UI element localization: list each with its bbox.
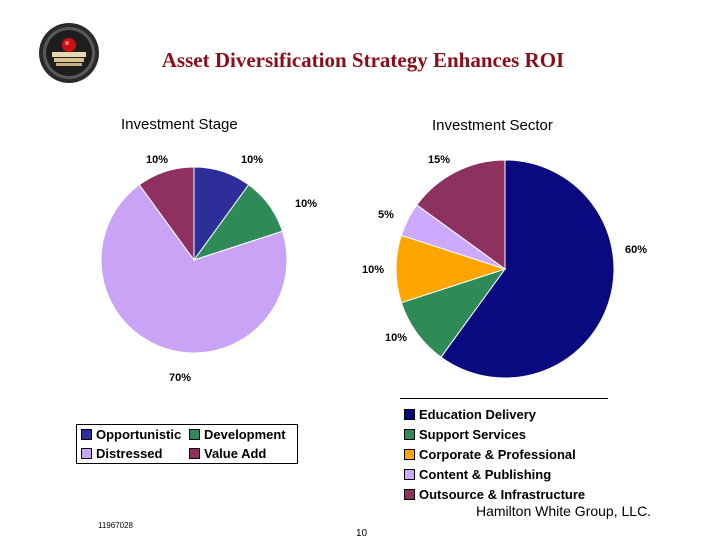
sector-label-education: 60% bbox=[625, 244, 648, 256]
pie-investment-stage bbox=[100, 166, 288, 354]
sector-label-corporate: 10% bbox=[362, 264, 385, 276]
sector-label-outsource: 15% bbox=[428, 154, 451, 166]
swatch-content bbox=[404, 468, 415, 480]
legend-label: Corporate & Professional bbox=[419, 446, 576, 462]
legend-item-support: Support Services bbox=[404, 424, 585, 444]
footer-doc-id: 11967028 bbox=[98, 521, 133, 530]
sector-slice-outsource-infrastructure bbox=[416, 159, 506, 270]
legend-label: Opportunistic bbox=[96, 427, 182, 442]
stage-slice-value-add bbox=[138, 166, 195, 262]
swatch-support bbox=[404, 428, 415, 440]
page-title: Asset Diversification Strategy Enhances … bbox=[161, 48, 565, 72]
swatch-development bbox=[189, 429, 200, 440]
stage-slice-distressed bbox=[100, 184, 288, 354]
swatch-corporate bbox=[404, 448, 415, 460]
pie-investment-sector bbox=[395, 159, 615, 379]
footer-page-number: 10 bbox=[356, 528, 368, 539]
legend-label: Outsource & Infrastructure bbox=[419, 486, 586, 502]
stage-label-development: 10% bbox=[295, 198, 318, 210]
legend-label: Education Delivery bbox=[419, 406, 537, 422]
stage-legend: Opportunistic Development Distressed Val… bbox=[76, 424, 298, 464]
sector-label-content: 5% bbox=[378, 209, 394, 221]
legend-item-education: Education Delivery bbox=[404, 404, 585, 424]
legend-item-corporate: Corporate & Professional bbox=[404, 444, 585, 464]
swatch-distressed bbox=[81, 448, 92, 459]
sector-slice-education-delivery bbox=[440, 159, 615, 379]
legend-item-distressed: Distressed bbox=[81, 446, 162, 461]
swatch-outsource bbox=[404, 488, 415, 500]
legend-item-content: Content & Publishing bbox=[404, 464, 585, 484]
footer-company: Hamilton White Group, LLC. bbox=[476, 503, 652, 519]
stage-label-opportunistic: 10% bbox=[241, 154, 264, 166]
swatch-value-add bbox=[189, 448, 200, 459]
legend-item-value-add: Value Add bbox=[189, 446, 266, 461]
legend-item-outsource: Outsource & Infrastructure bbox=[404, 484, 585, 504]
chart-title-stage: Investment Stage bbox=[121, 116, 238, 133]
legend-item-opportunistic: Opportunistic bbox=[81, 427, 181, 442]
legend-label: Development bbox=[204, 427, 286, 442]
legend-label: Support Services bbox=[419, 426, 526, 442]
stage-label-value-add: 10% bbox=[146, 154, 169, 166]
legend-label: Value Add bbox=[204, 446, 267, 461]
swatch-opportunistic bbox=[81, 429, 92, 440]
sector-legend: Education Delivery Support Services Corp… bbox=[404, 404, 585, 504]
legend-divider bbox=[400, 398, 608, 399]
swatch-education bbox=[404, 408, 415, 420]
sector-label-support: 10% bbox=[385, 332, 408, 344]
stage-label-distressed: 70% bbox=[169, 372, 192, 384]
chart-title-sector: Investment Sector bbox=[432, 117, 553, 134]
legend-label: Content & Publishing bbox=[419, 466, 552, 482]
company-logo-icon bbox=[39, 23, 99, 83]
legend-label: Distressed bbox=[96, 446, 163, 461]
legend-item-development: Development bbox=[189, 427, 286, 442]
